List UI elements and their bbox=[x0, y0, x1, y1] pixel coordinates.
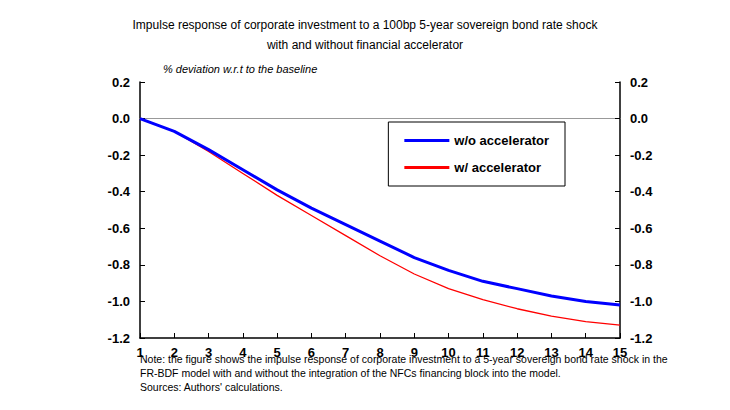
svg-text:-0.4: -0.4 bbox=[630, 184, 653, 199]
svg-text:-1.0: -1.0 bbox=[108, 294, 130, 309]
svg-text:10: 10 bbox=[441, 345, 455, 360]
svg-text:-0.6: -0.6 bbox=[108, 221, 130, 236]
svg-text:-1.2: -1.2 bbox=[108, 331, 130, 346]
svg-text:6: 6 bbox=[308, 345, 315, 360]
svg-text:8: 8 bbox=[376, 345, 383, 360]
svg-text:-0.8: -0.8 bbox=[108, 257, 130, 272]
svg-text:Sources: Authors' calculations: Sources: Authors' calculations. bbox=[140, 381, 283, 393]
svg-text:0.2: 0.2 bbox=[630, 75, 648, 90]
svg-text:1: 1 bbox=[136, 345, 143, 360]
svg-text:14: 14 bbox=[578, 345, 593, 360]
svg-text:-0.6: -0.6 bbox=[630, 221, 652, 236]
svg-text:% deviation w.r.t to the basel: % deviation w.r.t to the baseline bbox=[163, 63, 317, 75]
svg-text:15: 15 bbox=[613, 345, 627, 360]
svg-text:-0.8: -0.8 bbox=[630, 257, 652, 272]
svg-text:Note: the figure shows the imp: Note: the figure shows the impulse respo… bbox=[140, 353, 671, 365]
svg-text:0.0: 0.0 bbox=[112, 111, 130, 126]
svg-text:w/ accelerator: w/ accelerator bbox=[453, 160, 541, 175]
svg-text:9: 9 bbox=[411, 345, 418, 360]
svg-text:11: 11 bbox=[476, 345, 490, 360]
svg-text:2: 2 bbox=[171, 345, 178, 360]
svg-text:12: 12 bbox=[510, 345, 524, 360]
svg-text:FR-BDF model with and without: FR-BDF model with and without the integr… bbox=[140, 367, 561, 379]
svg-text:with and without financial acc: with and without financial accelerator bbox=[266, 38, 463, 52]
svg-text:3: 3 bbox=[205, 345, 212, 360]
svg-text:-0.4: -0.4 bbox=[108, 184, 131, 199]
svg-text:-0.2: -0.2 bbox=[630, 148, 652, 163]
svg-text:13: 13 bbox=[544, 345, 558, 360]
svg-text:-1.0: -1.0 bbox=[630, 294, 652, 309]
svg-text:0.0: 0.0 bbox=[630, 111, 648, 126]
svg-text:w/o accelerator: w/o accelerator bbox=[453, 133, 549, 148]
svg-text:-1.2: -1.2 bbox=[630, 331, 652, 346]
svg-text:Impulse response of corporate: Impulse response of corporate investment… bbox=[133, 18, 599, 32]
svg-text:-0.2: -0.2 bbox=[108, 148, 130, 163]
svg-text:0.2: 0.2 bbox=[112, 75, 130, 90]
svg-text:5: 5 bbox=[274, 345, 281, 360]
svg-text:7: 7 bbox=[342, 345, 349, 360]
svg-text:4: 4 bbox=[239, 345, 247, 360]
